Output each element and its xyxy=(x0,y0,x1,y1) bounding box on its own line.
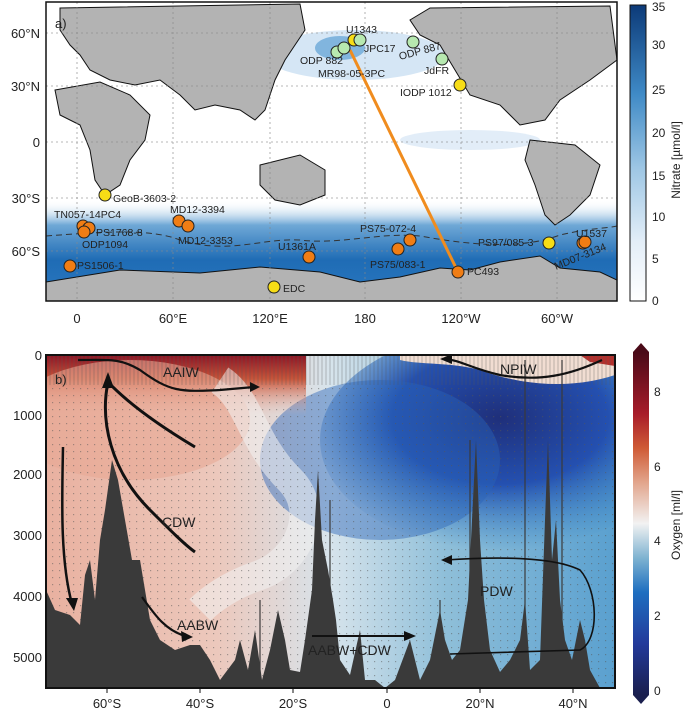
front-dashed-line xyxy=(46,225,617,247)
site-label: MD12-3394 xyxy=(170,204,225,216)
site-label: JdFR xyxy=(424,65,450,77)
panel-b-section: AAIW NPIW CDW AABW AABW+CDW PDW b) 0 100… xyxy=(0,330,685,712)
site-label: MR98-05-3PC xyxy=(318,68,386,80)
site-label: JPC17 xyxy=(364,43,396,55)
graticule xyxy=(46,2,617,301)
site-marker-jpc17 xyxy=(353,33,367,47)
transect-line xyxy=(348,49,460,273)
site-marker-md12-3353 xyxy=(181,219,195,233)
cb-tick: 20 xyxy=(652,126,666,140)
panel-a-map: U1343 JPC17 ODP 882 MR98-05-3PC ODP 887 … xyxy=(0,0,685,330)
section-frame xyxy=(45,354,616,689)
cb-tick: 0 xyxy=(654,684,661,698)
nitrate-colorbar xyxy=(629,4,647,302)
oxygen-colorbar xyxy=(633,343,649,704)
cb-tick: 8 xyxy=(654,385,661,399)
lat-tick: 60°N xyxy=(11,26,40,41)
lon-tick: 60°E xyxy=(159,311,188,326)
lon-tick: 0 xyxy=(73,311,80,326)
depth-tick: 0 xyxy=(35,348,42,363)
site-marker-geob xyxy=(98,188,112,202)
water-mass-pdw: PDW xyxy=(480,583,513,599)
depth-tick: 1000 xyxy=(13,408,42,423)
water-mass-aaiw: AAIW xyxy=(163,364,200,380)
lon-tick: 180 xyxy=(354,311,376,326)
bathymetry xyxy=(46,440,600,688)
site-label: IODP 1012 xyxy=(400,87,452,99)
lon-tick: 120°E xyxy=(252,311,288,326)
water-mass-cdw: CDW xyxy=(162,514,196,530)
map-frame xyxy=(45,1,618,302)
site-marker-iodp1012 xyxy=(453,78,467,92)
lon-tick: 120°W xyxy=(441,311,481,326)
site-label: PS1506-1 xyxy=(77,260,124,272)
oxygen-colorbar-title: Oxygen [ml/l] xyxy=(669,490,683,560)
site-marker-odp1094 xyxy=(77,225,91,239)
site-label: PS97/085-3 xyxy=(478,237,534,249)
site-label: PS75/083-1 xyxy=(370,259,426,271)
site-label: U1361A xyxy=(278,241,316,253)
depth-tick: 2000 xyxy=(13,467,42,482)
site-marker-ps75-072 xyxy=(403,233,417,247)
oxygen-section-svg: AAIW NPIW CDW AABW AABW+CDW PDW b) 0 100… xyxy=(13,343,683,711)
cb-tick: 5 xyxy=(652,252,659,266)
cb-tick: 15 xyxy=(652,169,666,183)
lon-tick: 60°W xyxy=(541,311,574,326)
section-lat-tick: 20°S xyxy=(279,696,308,711)
cb-tick: 30 xyxy=(652,38,666,52)
site-label: ODP1094 xyxy=(82,239,128,251)
depth-tick: 3000 xyxy=(13,528,42,543)
site-label: PC493 xyxy=(467,266,499,278)
section-lat-tick: 60°S xyxy=(93,696,122,711)
water-mass-aabw-cdw: AABW+CDW xyxy=(308,642,392,658)
cb-tick: 2 xyxy=(654,609,661,623)
water-mass-aabw: AABW xyxy=(177,617,219,633)
water-mass-npiw: NPIW xyxy=(500,361,537,377)
lat-tick: 30°S xyxy=(12,191,41,206)
site-marker-u1537 xyxy=(578,235,592,249)
site-marker-edc xyxy=(267,280,281,294)
nitrate-colorbar-title: Nitrate [µmol/l] xyxy=(669,121,683,199)
depth-tick: 4000 xyxy=(13,589,42,604)
site-marker-u1361a xyxy=(302,250,316,264)
site-label: TN057-14PC4 xyxy=(54,209,121,221)
site-label: EDC xyxy=(283,283,306,295)
panel-label-a: a) xyxy=(55,16,67,31)
site-marker-pc493 xyxy=(451,265,465,279)
cb-tick: 35 xyxy=(652,0,666,14)
site-marker-ps75-083 xyxy=(391,242,405,256)
cb-tick: 6 xyxy=(654,460,661,474)
site-label: ODP 882 xyxy=(300,55,343,67)
cb-tick: 0 xyxy=(652,294,659,308)
depth-tick: 5000 xyxy=(13,650,42,665)
lat-tick: 60°S xyxy=(12,244,41,259)
site-label: PS1768-8 xyxy=(96,227,143,239)
section-lat-tick: 20°N xyxy=(465,696,494,711)
site-label: U1537 xyxy=(576,228,607,240)
site-marker-mr98 xyxy=(337,41,351,55)
site-label: U1343 xyxy=(346,24,377,36)
site-label: MD12-3353 xyxy=(178,235,233,247)
site-label: GeoB-3603-2 xyxy=(113,193,176,205)
section-lat-tick: 0 xyxy=(383,696,390,711)
cb-tick: 4 xyxy=(654,534,661,548)
section-lat-tick: 40°N xyxy=(558,696,587,711)
lat-tick: 0 xyxy=(33,135,40,150)
arrow-heads xyxy=(66,354,452,642)
site-marker-ps97 xyxy=(542,236,556,250)
cb-tick: 25 xyxy=(652,83,666,97)
panel-label-b: b) xyxy=(55,372,67,387)
cb-tick: 10 xyxy=(652,210,666,224)
section-lat-tick: 40°S xyxy=(186,696,215,711)
lat-tick: 30°N xyxy=(11,79,40,94)
site-marker-jdfr xyxy=(435,52,449,66)
site-marker-odp887 xyxy=(406,35,420,49)
nitrate-map-svg: U1343 JPC17 ODP 882 MR98-05-3PC ODP 887 … xyxy=(11,0,683,326)
site-label: PS75-072-4 xyxy=(360,223,416,235)
site-marker-ps1506 xyxy=(63,259,77,273)
